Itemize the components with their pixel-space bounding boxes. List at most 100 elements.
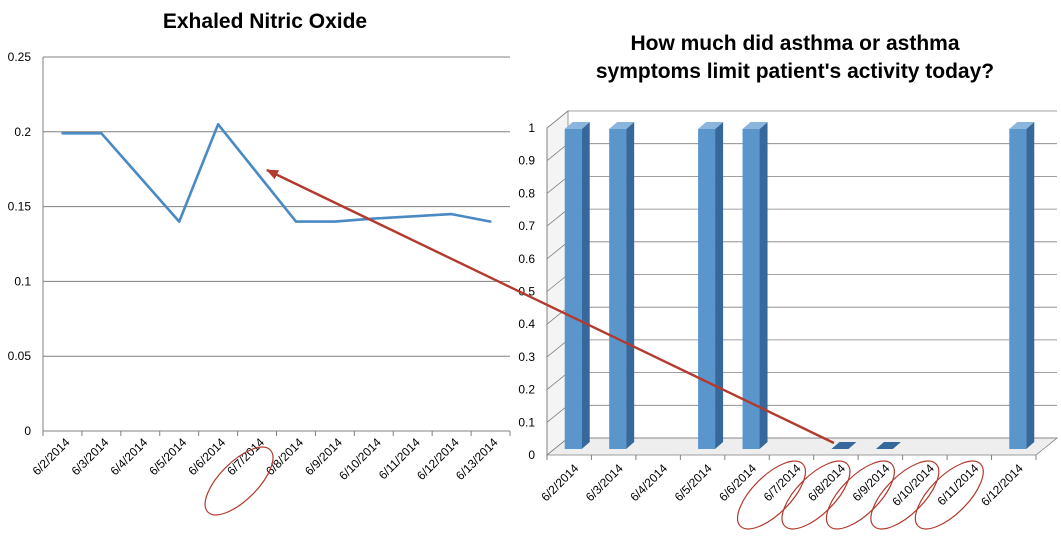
right-gridline-diagonal: [546, 339, 569, 358]
right-bar-top: [609, 122, 635, 129]
left-y-tick-label: 0.25: [8, 50, 32, 64]
right-bar-side: [581, 122, 590, 449]
right-annotation-circle: [737, 460, 806, 530]
right-bar: [1009, 122, 1035, 449]
right-y-tick-label: 0.8: [518, 186, 535, 200]
right-gridline-diagonal: [546, 274, 569, 292]
left-x-tick-label: 6/2/2014: [30, 435, 73, 478]
left-series: [61, 123, 492, 223]
right-bar-zero: [875, 442, 901, 449]
right-bar-top: [742, 122, 768, 129]
left-annotation-circle: [204, 446, 274, 516]
right-x-tick-label: 6/2/2014: [538, 461, 581, 504]
annotation-arrow: [266, 168, 835, 445]
left-x-tick-label: 6/5/2014: [146, 435, 189, 478]
right-gridline-diagonal: [546, 110, 569, 129]
left-y-tick-label: 0.15: [8, 200, 32, 214]
left-data-point: [450, 212, 453, 216]
right-annotation-circle: [914, 460, 984, 530]
right-y-tick-labels: 0 0.1 0.2 0.3 0.4 0.5 0.6 0.7 0.8 0.9 1: [518, 121, 535, 462]
right-y-tick-label: 0.9: [518, 154, 535, 168]
right-bar-front: [742, 129, 760, 449]
right-gridlines: [546, 110, 1057, 460]
right-gridline-diagonal: [546, 143, 569, 162]
right-gridline-diagonal: [546, 208, 569, 227]
annotations: [204, 168, 984, 530]
left-gridlines: [42, 56, 511, 436]
right-y-tick-label: 0: [528, 448, 535, 462]
left-x-tick-label: 6/7/2014: [224, 435, 267, 478]
right-bar: [742, 122, 768, 449]
left-x-tick-label: 6/4/2014: [107, 435, 150, 478]
left-data-point: [294, 220, 298, 223]
right-gridline-diagonal: [546, 437, 569, 456]
right-bar-top: [1009, 122, 1035, 129]
right-y-tick-label: 0.6: [518, 252, 535, 266]
right-chart: How much did asthma or asthma symptoms l…: [518, 32, 1059, 509]
right-x-tick-label: 6/8/2014: [805, 461, 848, 504]
right-gridline-diagonal: [546, 306, 569, 325]
right-bar-front: [564, 129, 582, 449]
right-chart-title-line-1: How much did asthma or asthma: [630, 32, 959, 55]
left-x-tick-label: 6/10/2014: [336, 435, 384, 483]
right-x-tick-label: 6/10/2014: [889, 461, 937, 509]
right-bar: [564, 122, 590, 449]
right-x-tick-label: 6/3/2014: [583, 461, 626, 504]
left-y-tick-label: 0.1: [14, 274, 31, 288]
right-y-tick-label: 1: [528, 121, 535, 135]
right-gridline-diagonal: [546, 176, 569, 194]
right-bars: [564, 122, 1035, 449]
right-y-tick-label: 0.4: [518, 317, 535, 331]
left-data-point: [216, 123, 220, 126]
right-x-tick-label: 6/6/2014: [716, 461, 759, 504]
right-bar-top: [564, 122, 590, 129]
right-bar-front: [609, 129, 627, 449]
right-bar: [609, 122, 635, 449]
right-annotation-circle: [825, 460, 895, 530]
right-bar-side: [626, 122, 635, 449]
left-y-tick-labels: 0 0.05 0.1 0.15 0.2 0.25: [8, 50, 32, 438]
left-data-point: [372, 217, 375, 220]
right-y-tick-label: 0.7: [518, 219, 535, 233]
right-bar-front: [698, 129, 716, 449]
right-bar-side: [715, 122, 724, 449]
right-gridline-diagonal: [546, 372, 569, 390]
left-data-point: [100, 132, 103, 135]
right-x-tick-label: 6/9/2014: [850, 461, 893, 504]
right-annotation-circle: [870, 460, 940, 530]
right-x-tick-label: 6/11/2014: [934, 461, 981, 508]
left-data-point: [489, 220, 492, 223]
right-y-tick-label: 0.5: [518, 285, 535, 299]
right-bar: [698, 122, 724, 449]
right-bar-zero: [831, 442, 857, 449]
left-data-point: [333, 220, 337, 223]
right-bar-side: [1026, 122, 1035, 449]
left-data-point: [61, 132, 64, 135]
right-x-tick-label: 6/12/2014: [978, 461, 1026, 509]
right-y-tick-label: 0.3: [518, 350, 535, 364]
right-x-tick-label: 6/5/2014: [672, 461, 715, 504]
left-y-tick-label: 0.2: [14, 125, 31, 139]
right-chart-title-line-2: symptoms limit patient's activity today?: [596, 60, 994, 83]
right-gridline-diagonal: [546, 241, 569, 260]
left-y-tick-label: 0.05: [8, 349, 32, 363]
right-gridline-diagonal: [546, 404, 569, 423]
right-bar-side: [759, 122, 768, 449]
right-bar: [831, 442, 857, 449]
left-chart-title: Exhaled Nitric Oxide: [163, 10, 367, 33]
left-x-tick-labels: 6/2/20146/3/20146/4/20146/5/20146/6/2014…: [30, 435, 501, 483]
right-y-tick-label: 0.1: [518, 415, 535, 429]
right-bar-top: [698, 122, 724, 129]
right-y-tick-label: 0.2: [518, 383, 535, 397]
right-x-tick-label: 6/4/2014: [627, 461, 670, 504]
right-annotation-circle: [781, 460, 851, 530]
left-data-point: [178, 220, 181, 223]
right-bar-front: [1009, 129, 1027, 449]
left-x-tick-label: 6/3/2014: [69, 435, 112, 478]
left-chart: Exhaled Nitric Oxide 0 0.05 0.1 0.15 0.2 0.25…: [8, 10, 511, 483]
right-bar: [875, 442, 901, 449]
left-x-tick-label: 6/13/2014: [453, 435, 501, 483]
left-y-tick-label: 0: [24, 424, 31, 438]
right-x-tick-label: 6/7/2014: [761, 461, 804, 504]
